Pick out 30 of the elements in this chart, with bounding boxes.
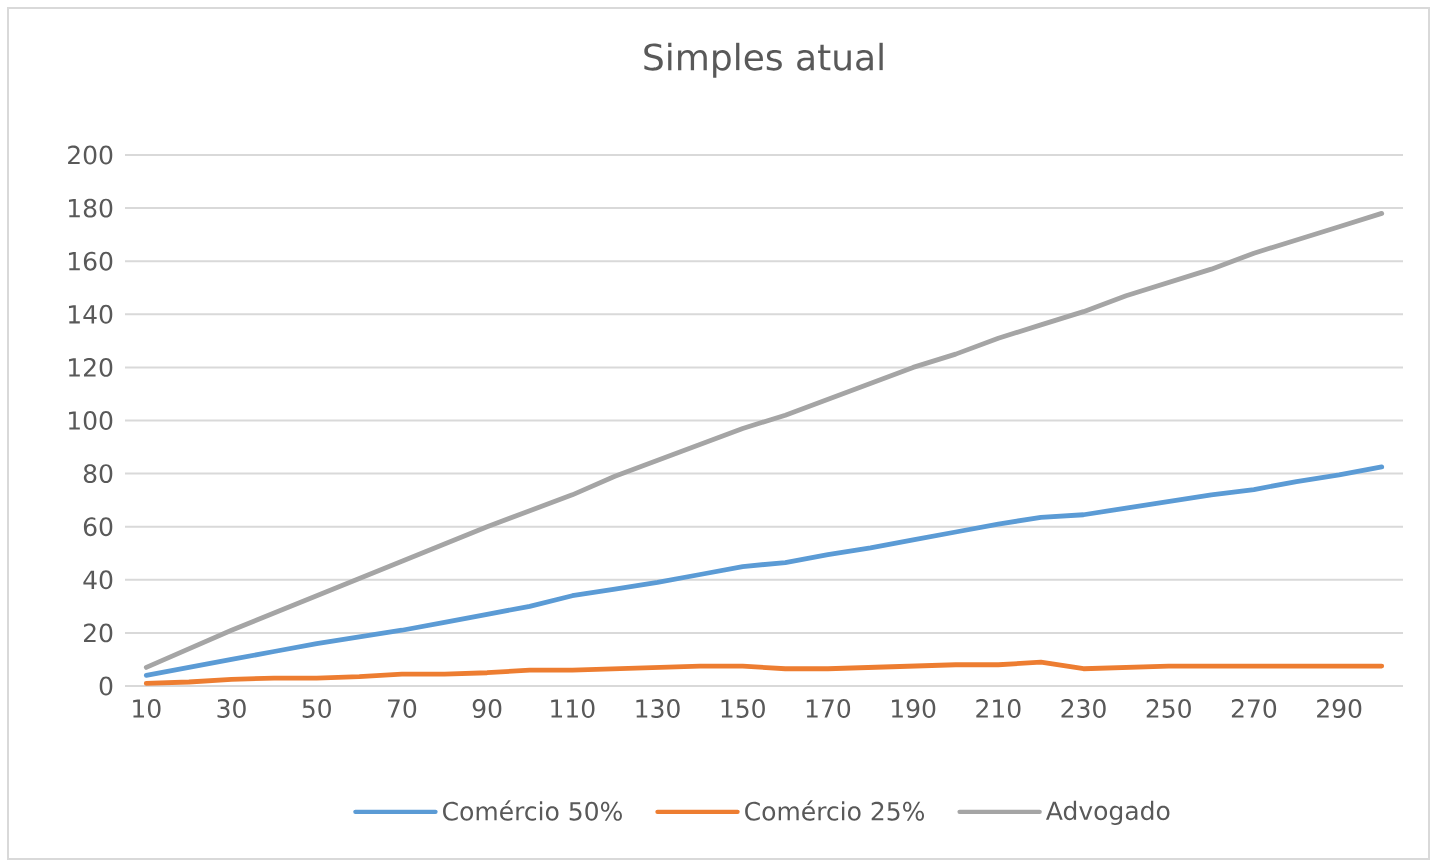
x-tick-label: 190 bbox=[892, 699, 936, 718]
x-tick-label: 250 bbox=[1146, 699, 1191, 718]
y-tick-label: 80 bbox=[83, 464, 113, 484]
y-tick-label: 180 bbox=[68, 198, 113, 218]
x-tick-label: 10 bbox=[133, 699, 161, 718]
x-tick-label: 210 bbox=[976, 699, 1021, 718]
y-tick-label: 20 bbox=[83, 623, 113, 643]
x-tick-label: 290 bbox=[1317, 699, 1362, 718]
x-tick-label: 90 bbox=[472, 699, 502, 718]
chart-title: Simples atual bbox=[644, 42, 883, 78]
y-tick-label: 0 bbox=[99, 676, 113, 696]
y-tick-label: 40 bbox=[83, 570, 113, 590]
x-tick-label: 30 bbox=[217, 699, 246, 718]
x-tick-label: 50 bbox=[302, 699, 331, 718]
y-tick-label: 120 bbox=[68, 357, 113, 377]
y-tick-label: 200 bbox=[68, 145, 113, 165]
x-tick-label: 230 bbox=[1061, 699, 1106, 718]
legend-label: Comércio 25% bbox=[745, 800, 925, 821]
legend-label: Advogado bbox=[1045, 800, 1170, 826]
y-tick-label: 100 bbox=[68, 411, 113, 430]
x-tick-label: 270 bbox=[1231, 699, 1277, 718]
x-tick-label: 70 bbox=[388, 699, 417, 718]
legend-label: Comércio 50% bbox=[443, 800, 622, 821]
x-tick-label: 170 bbox=[806, 699, 851, 718]
x-tick-label: 130 bbox=[636, 699, 680, 718]
x-tick-label: 150 bbox=[721, 699, 765, 718]
y-tick-label: 160 bbox=[68, 251, 113, 271]
y-tick-label: 60 bbox=[83, 517, 113, 537]
y-tick-label: 140 bbox=[68, 304, 113, 324]
x-tick-label: 110 bbox=[551, 699, 595, 718]
